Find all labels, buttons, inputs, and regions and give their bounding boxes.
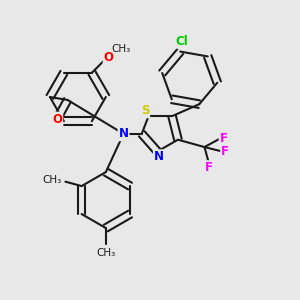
Text: O: O [103, 51, 114, 64]
Text: CH₃: CH₃ [96, 248, 116, 258]
Text: F: F [221, 145, 229, 158]
Text: N: N [154, 150, 164, 163]
Text: CH₃: CH₃ [112, 44, 131, 54]
Text: F: F [220, 132, 228, 145]
Text: O: O [52, 112, 62, 126]
Text: F: F [205, 161, 213, 174]
Text: S: S [141, 104, 149, 117]
Text: N: N [118, 127, 128, 140]
Text: CH₃: CH₃ [43, 175, 62, 185]
Text: Cl: Cl [175, 35, 188, 48]
